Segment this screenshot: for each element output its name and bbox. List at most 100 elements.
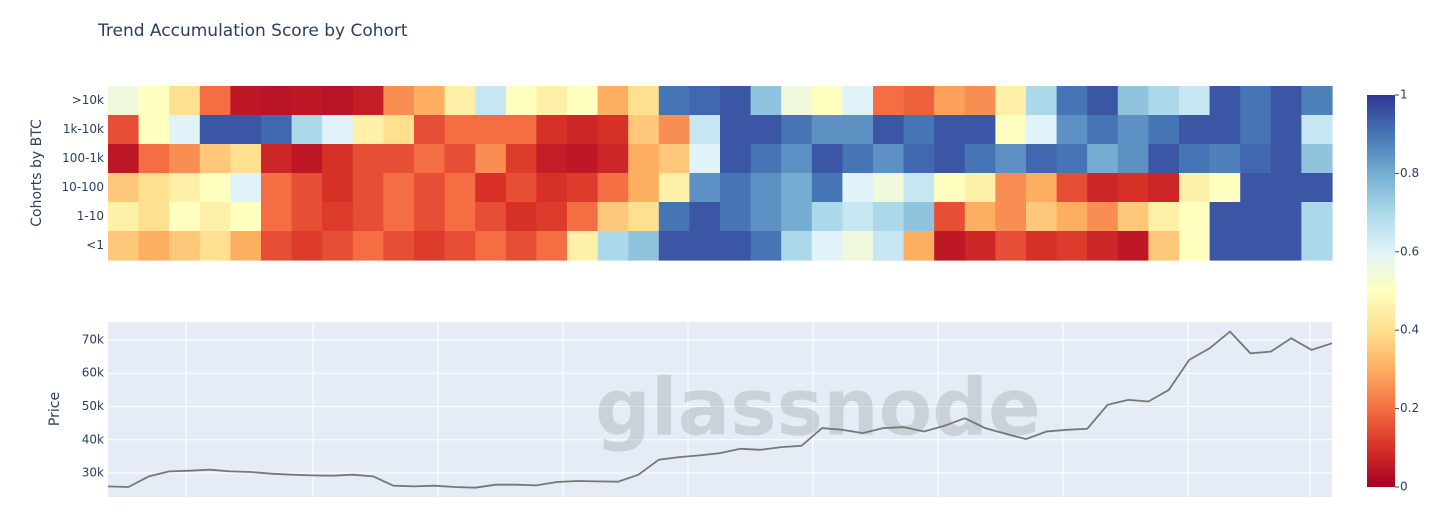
heatmap-cell xyxy=(1117,231,1149,261)
heatmap-cell xyxy=(1056,144,1088,174)
heatmap-cell xyxy=(1056,173,1088,203)
heatmap-cell xyxy=(1301,115,1333,145)
heatmap-cell xyxy=(1179,144,1211,174)
heatmap-cell xyxy=(567,202,599,232)
heatmap-cell xyxy=(995,144,1027,174)
heatmap-cell xyxy=(1179,86,1211,116)
heatmap-cell xyxy=(964,202,996,232)
y-tick-label: <1 xyxy=(86,238,104,252)
heatmap-cell xyxy=(505,144,537,174)
heatmap-cell xyxy=(750,86,782,116)
heatmap-cell xyxy=(1056,86,1088,116)
heatmap-cell xyxy=(750,144,782,174)
heatmap-cell xyxy=(414,173,446,203)
heatmap-cell xyxy=(842,173,874,203)
heatmap-cell xyxy=(1270,231,1302,261)
heatmap-cell xyxy=(934,144,966,174)
heatmap-cell xyxy=(873,173,905,203)
heatmap-cell xyxy=(781,202,813,232)
heatmap-cell xyxy=(199,202,231,232)
heatmap-cell xyxy=(811,173,843,203)
heatmap-cell xyxy=(903,173,935,203)
colorbar-tick-label: 0.4 xyxy=(1400,323,1419,337)
heatmap-cell xyxy=(505,115,537,145)
heatmap-cell xyxy=(1209,173,1241,203)
heatmap-cell xyxy=(628,173,660,203)
heatmap-cell xyxy=(1026,86,1058,116)
heatmap-cell xyxy=(230,173,262,203)
heatmap-cell xyxy=(689,173,721,203)
heatmap-cell xyxy=(1179,231,1211,261)
heatmap-cell xyxy=(658,115,690,145)
heatmap-cell xyxy=(689,202,721,232)
heatmap-cell xyxy=(995,86,1027,116)
heatmap-cell xyxy=(475,173,507,203)
y-tick-label: 50k xyxy=(82,399,104,413)
heatmap-cell xyxy=(138,173,170,203)
heatmap-cell xyxy=(444,144,476,174)
heatmap-cell xyxy=(995,231,1027,261)
heatmap-cell xyxy=(138,231,170,261)
heatmap-cell xyxy=(536,86,568,116)
heatmap-cell xyxy=(475,231,507,261)
heatmap-cell xyxy=(475,86,507,116)
heatmap-cell xyxy=(1240,231,1272,261)
heatmap-cell xyxy=(689,115,721,145)
heatmap-cell xyxy=(444,173,476,203)
heatmap-cell xyxy=(720,173,752,203)
heatmap-cell xyxy=(475,115,507,145)
heatmap-cell xyxy=(1148,231,1180,261)
heatmap-cell xyxy=(781,115,813,145)
heatmap-cell xyxy=(352,202,384,232)
heatmap-cell xyxy=(169,231,201,261)
heatmap-cell xyxy=(1301,231,1333,261)
heatmap-cell xyxy=(1148,202,1180,232)
heatmap-cell xyxy=(597,173,629,203)
heatmap-cell xyxy=(505,202,537,232)
heatmap-cell xyxy=(1087,231,1119,261)
heatmap-cell xyxy=(108,115,140,145)
y-tick-label: 10-100 xyxy=(61,180,104,194)
heatmap-cell xyxy=(567,231,599,261)
watermark: glassnode xyxy=(595,363,1041,453)
heatmap-cell xyxy=(1179,202,1211,232)
heatmap-cell xyxy=(720,231,752,261)
heatmap-cell xyxy=(567,115,599,145)
heatmap-cell xyxy=(689,231,721,261)
heatmap-cell xyxy=(1301,202,1333,232)
heatmap-cell xyxy=(536,231,568,261)
heatmap-cell xyxy=(322,173,354,203)
heatmap-cell xyxy=(934,231,966,261)
heatmap-cell xyxy=(567,86,599,116)
heatmap-cell xyxy=(903,144,935,174)
heatmap-cell xyxy=(138,86,170,116)
heatmap-cell xyxy=(995,202,1027,232)
heatmap-cell xyxy=(199,115,231,145)
heatmap-cell xyxy=(781,231,813,261)
heatmap-cell xyxy=(1209,144,1241,174)
colorbar-tick-label: 0 xyxy=(1400,480,1408,494)
heatmap-cell xyxy=(1148,144,1180,174)
heatmap-cell xyxy=(230,115,262,145)
heatmap-cell xyxy=(199,231,231,261)
heatmap-cell xyxy=(597,202,629,232)
heatmap-cell xyxy=(1117,202,1149,232)
heatmap-cell xyxy=(1056,231,1088,261)
heatmap-cell xyxy=(536,144,568,174)
heatmap-cell xyxy=(352,173,384,203)
heatmap-cell xyxy=(628,86,660,116)
heatmap-cell xyxy=(261,86,293,116)
heatmap-cell xyxy=(1240,144,1272,174)
heatmap-cell xyxy=(322,202,354,232)
heatmap-cell xyxy=(505,86,537,116)
heatmap-cell xyxy=(230,202,262,232)
heatmap-cell xyxy=(873,202,905,232)
heatmap-cell xyxy=(658,86,690,116)
x-grid xyxy=(185,322,1311,497)
heatmap-cell xyxy=(291,86,323,116)
heatmap-cell xyxy=(322,86,354,116)
heatmap-cell xyxy=(995,173,1027,203)
heatmap-cell xyxy=(1056,202,1088,232)
heatmap-cell xyxy=(1117,144,1149,174)
heatmap-cell xyxy=(567,144,599,174)
